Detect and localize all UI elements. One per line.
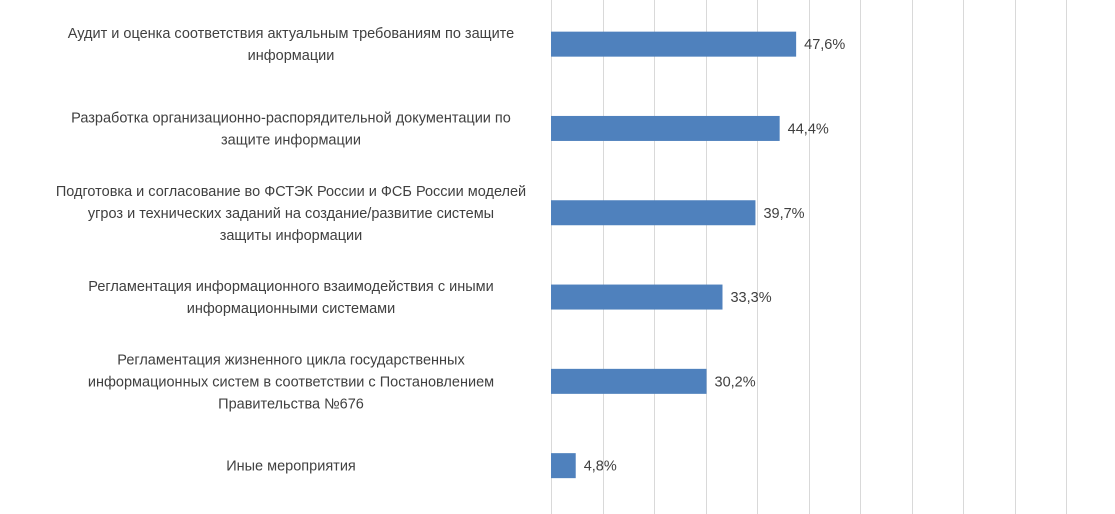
category-label-line: Иные мероприятия [226, 459, 356, 475]
data-label: 33,3% [730, 290, 771, 306]
category-label: Регламентация жизненного цикла государст… [88, 352, 494, 412]
category-label: Регламентация информационного взаимодейс… [88, 279, 493, 317]
bar [551, 200, 756, 226]
category-labels: Аудит и оценка соответствия актуальным т… [56, 26, 526, 475]
category-label-line: Регламентация информационного взаимодейс… [88, 279, 493, 295]
bar [551, 368, 707, 394]
bar [551, 284, 723, 310]
bar [551, 115, 780, 141]
category-label-line: Аудит и оценка соответствия актуальным т… [68, 26, 514, 42]
category-label-line: информации [248, 48, 335, 64]
data-label: 47,6% [804, 37, 845, 53]
bar [551, 31, 797, 57]
category-label: Подготовка и согласование во ФСТЭК Росси… [56, 184, 526, 244]
category-label-line: защите информации [221, 132, 361, 148]
category-label: Аудит и оценка соответствия актуальным т… [68, 26, 514, 64]
data-label: 30,2% [715, 374, 756, 390]
category-label-line: информационными системами [187, 301, 395, 317]
gridlines [551, 0, 1067, 514]
data-label: 4,8% [584, 459, 617, 475]
data-label: 44,4% [788, 121, 829, 137]
category-label: Иные мероприятия [226, 459, 356, 475]
category-label-line: Регламентация жизненного цикла государст… [117, 352, 465, 368]
bar [551, 453, 576, 479]
bars [551, 31, 797, 479]
category-label: Разработка организационно-распорядительн… [71, 110, 511, 148]
category-label-line: информационных систем в соответствии с П… [88, 374, 494, 390]
category-label-line: Подготовка и согласование во ФСТЭК Росси… [56, 184, 526, 200]
category-label-line: Разработка организационно-распорядительн… [71, 110, 511, 126]
data-label: 39,7% [763, 206, 804, 222]
category-label-line: защиты информации [220, 228, 363, 244]
value-labels: 47,6% 44,4% 39,7% 33,3% 30,2% 4,8% [584, 37, 846, 475]
category-label-line: угроз и технических заданий на создание/… [88, 206, 494, 222]
category-label-line: Правительства №676 [218, 396, 364, 412]
